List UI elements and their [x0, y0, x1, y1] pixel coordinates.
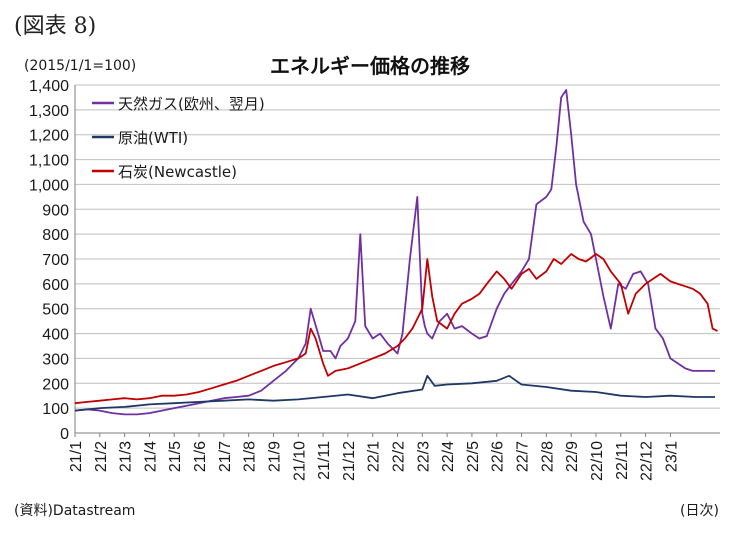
series-line-3: [74, 253, 718, 405]
series-line-1: [74, 89, 715, 416]
y-tick-label: 300: [42, 351, 69, 368]
x-tick-label: 21/4: [142, 441, 159, 472]
x-tick-label: 21/3: [118, 441, 135, 472]
series-layer: [74, 89, 718, 416]
legend: 天然ガス(欧州、翌月) 原油(WTI) 石炭(Newcastle): [92, 95, 265, 181]
series-line-2: [74, 374, 715, 412]
y-tick-label: 200: [42, 376, 69, 393]
y-tick-label: 1,400: [29, 78, 69, 95]
x-tick-label: 21/10: [291, 441, 308, 481]
x-tick-label: 22/2: [391, 441, 408, 472]
x-tick-label: 22/1: [366, 441, 383, 472]
x-tick-label: 22/12: [639, 441, 656, 481]
index-base-note: (2015/1/1=100): [24, 58, 137, 74]
x-tick-label: 23/1: [663, 441, 680, 472]
x-tick-label: 22/5: [465, 441, 482, 472]
y-tick-label: 100: [42, 401, 69, 418]
y-tick-label: 800: [42, 227, 69, 244]
x-tick-label: 21/8: [242, 441, 259, 472]
x-tick-label: 22/10: [589, 441, 606, 481]
legend-label-1: 天然ガス(欧州、翌月): [118, 95, 265, 113]
y-tick-label: 500: [42, 302, 69, 319]
x-tick-label: 21/2: [93, 441, 110, 472]
y-tick-label: 700: [42, 252, 69, 269]
y-tick-label: 1,000: [29, 177, 69, 194]
source-note: (資料)Datastream: [14, 503, 136, 519]
x-tick-label: 22/3: [415, 441, 432, 472]
x-tick-label: 21/5: [167, 441, 184, 472]
x-tick-label: 21/12: [341, 441, 358, 481]
x-tick-label: 21/6: [192, 441, 209, 472]
y-tick-label: 400: [42, 327, 69, 344]
legend-label-3: 石炭(Newcastle): [118, 163, 237, 181]
y-tick-label: 600: [42, 277, 69, 294]
x-tick-label: 21/1: [68, 441, 85, 472]
frequency-note: (日次): [680, 503, 719, 519]
y-tick-label: 1,200: [29, 128, 69, 145]
x-tick-label: 21/9: [266, 441, 283, 472]
x-tick-label: 22/9: [564, 441, 581, 472]
x-tick-label: 21/7: [217, 441, 234, 472]
x-tick-label: 21/11: [316, 441, 333, 480]
chart-title: エネルギー価格の推移: [270, 54, 470, 78]
y-tick-label: 1,300: [29, 103, 69, 120]
figure-label: (図表 8): [14, 14, 97, 39]
axis-layer: 0 100 200 300 400 500 600 700 800 900 1,000 1,100 1,…: [29, 78, 720, 481]
y-tick-label: 1,100: [29, 153, 69, 170]
y-tick-label: 900: [42, 202, 69, 219]
legend-label-2: 原油(WTI): [118, 129, 188, 147]
x-tick-label: 22/11: [614, 441, 631, 480]
y-tick-label: 0: [60, 426, 69, 443]
x-tick-label: 22/7: [515, 441, 532, 472]
x-tick-label: 22/4: [440, 441, 457, 472]
x-tick-label: 22/6: [490, 441, 507, 472]
x-tick-label: 22/8: [539, 441, 556, 472]
